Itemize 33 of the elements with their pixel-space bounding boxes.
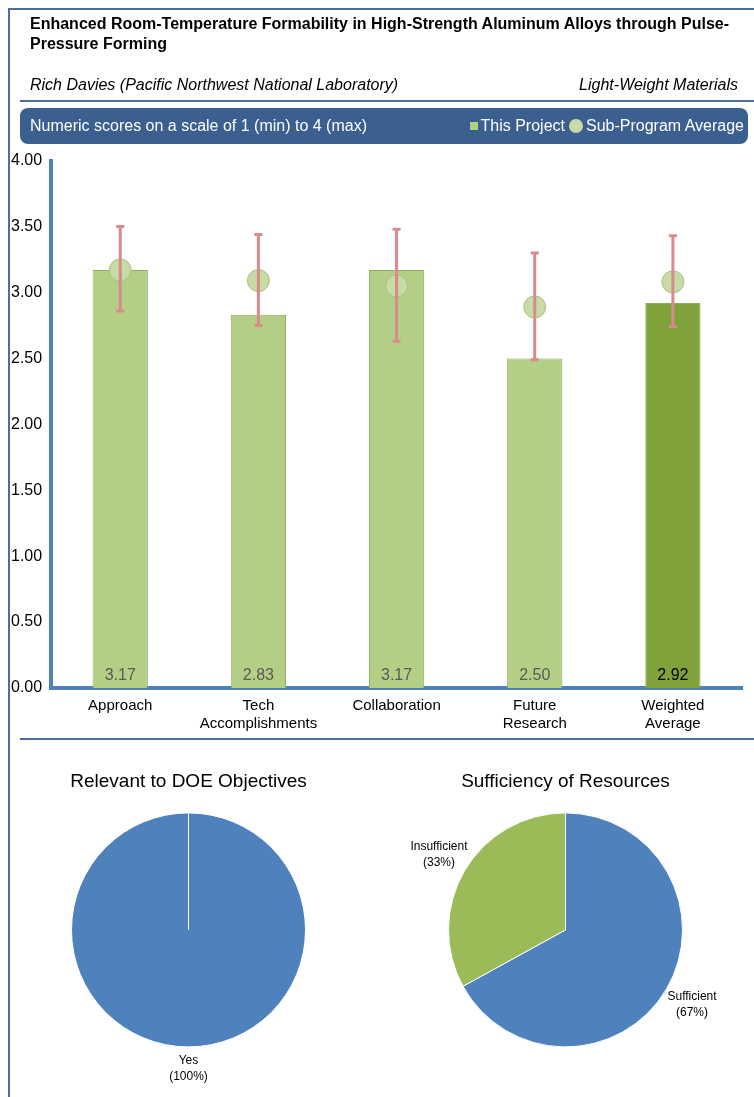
legend-label: This Project: [480, 117, 565, 135]
slice-label: Insufficient: [410, 839, 469, 854]
text: Light-Weight Materials: [579, 76, 738, 94]
chart-title: Relevant to DOE Objectives: [70, 769, 307, 791]
data-label: (100%): [169, 1069, 208, 1084]
chart-subtitle: Rich Davies (Pacific Northwest National Laboratory): [30, 76, 399, 94]
data-label: 3.17: [104, 666, 136, 684]
x-tick-label: Approach: [88, 696, 153, 714]
y-tick-label: 3.50: [11, 216, 43, 234]
data-label: (67%): [676, 1005, 709, 1020]
y-tick-label: 2.00: [11, 414, 43, 432]
y-tick-label: 2.50: [11, 348, 43, 366]
x-tick-label: Tech Accomplishments: [199, 696, 318, 732]
data-label: 2.92: [657, 666, 689, 684]
slice-label: Sufficient: [667, 989, 718, 1004]
legend-label: Sub-Program Average: [585, 117, 744, 135]
chart-title: Enhanced Room-Temperature Formability in High-Strength Aluminum Alloys through Pulse-Pressure Forming: [30, 14, 730, 54]
y-tick-label: 4.00: [11, 151, 43, 169]
x-tick-label: Future Research: [502, 696, 567, 732]
text: Numeric scores on a scale of 1 (min) to 4 (max): [30, 117, 367, 135]
chart-title: Sufficiency of Resources: [461, 769, 670, 791]
y-tick-label: 0.00: [11, 678, 43, 696]
slice-label: Yes: [178, 1053, 199, 1068]
y-tick-label: 1.00: [11, 546, 43, 564]
x-tick-label: Collaboration: [352, 696, 441, 714]
data-label: (33%): [422, 855, 455, 870]
data-label: 3.17: [381, 666, 413, 684]
data-label: 2.50: [519, 666, 551, 684]
y-tick-label: 3.00: [11, 282, 43, 300]
x-tick-label: Weighted Average: [641, 696, 705, 732]
y-tick-label: 0.50: [11, 612, 43, 630]
y-tick-label: 1.50: [11, 480, 43, 498]
data-label: 2.83: [242, 666, 275, 684]
